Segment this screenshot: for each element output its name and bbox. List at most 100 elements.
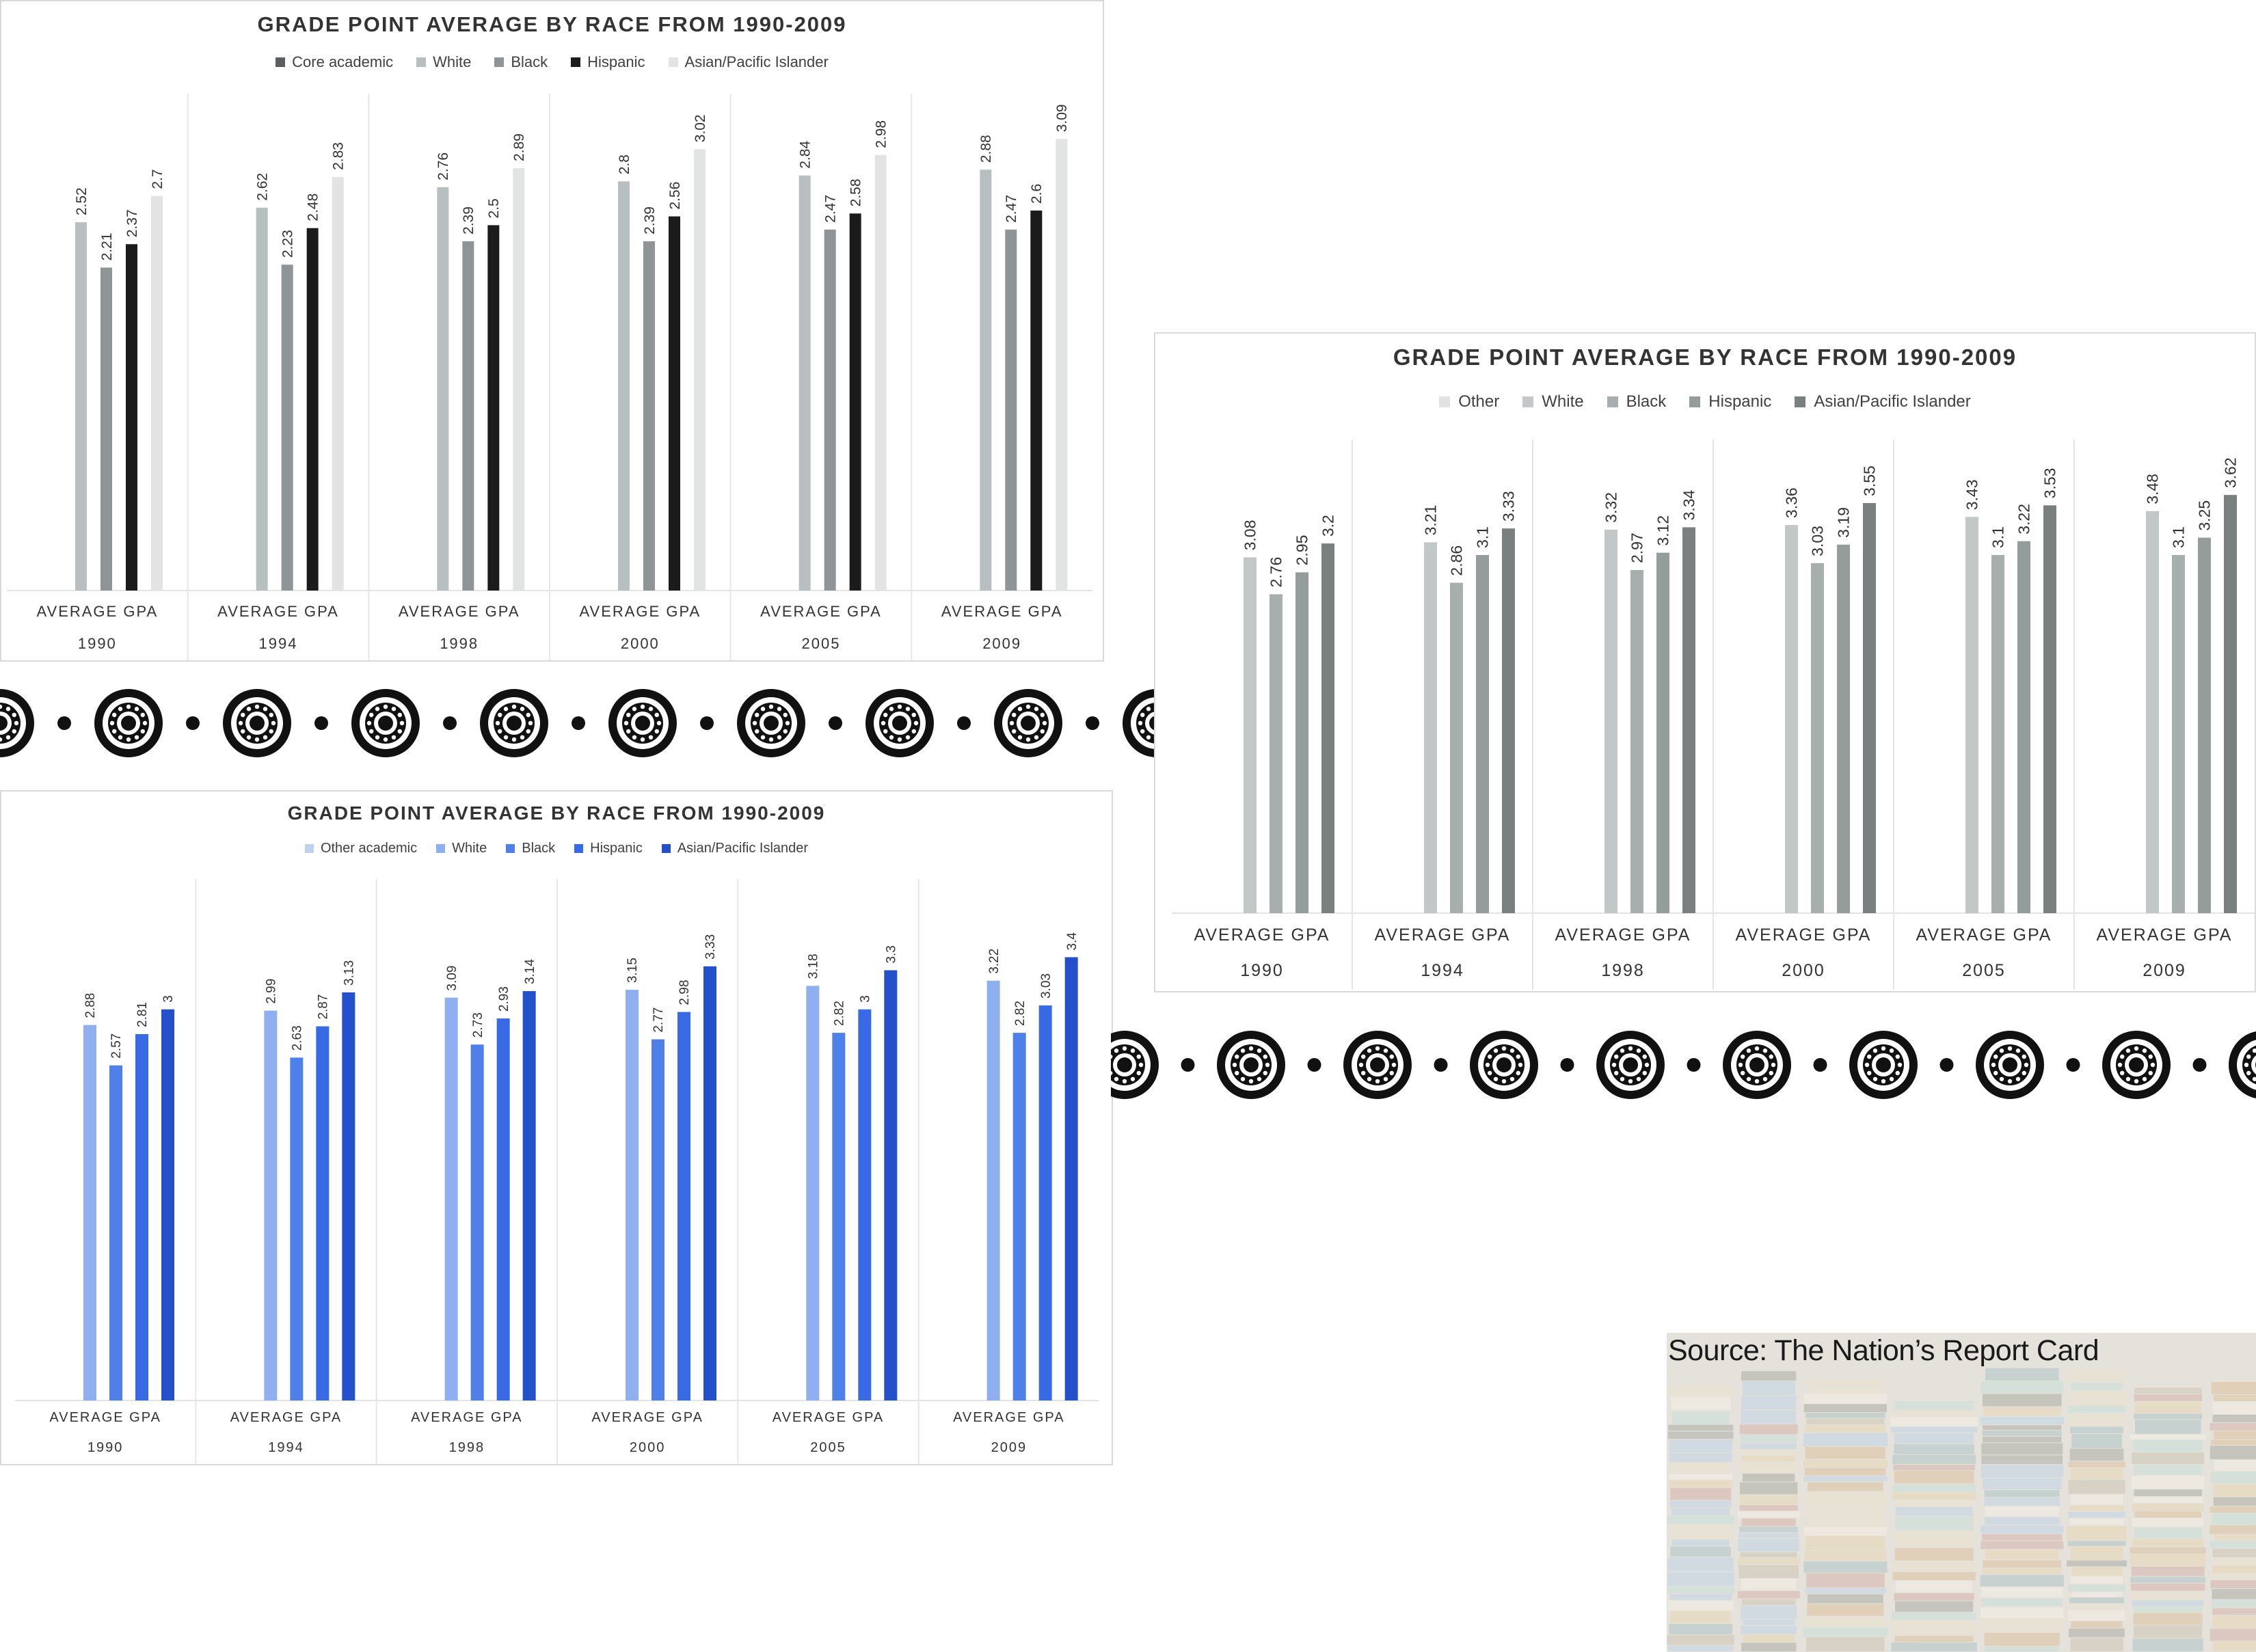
book-spine — [2214, 1431, 2256, 1439]
book-spine — [1896, 1580, 1972, 1593]
book-spine — [1670, 1397, 1731, 1411]
bar — [462, 241, 474, 591]
bar — [522, 991, 536, 1400]
book-spine — [1803, 1394, 1887, 1404]
book-spine — [2067, 1370, 2126, 1383]
data-label: 2.62 — [255, 173, 271, 201]
category-label: 1990 — [1240, 961, 1284, 980]
book-spine — [1667, 1516, 1734, 1524]
category-label: 2009 — [991, 1440, 1028, 1455]
book-spine — [1804, 1588, 1886, 1594]
book-spine — [1738, 1539, 1799, 1552]
book-spine — [2210, 1629, 2256, 1641]
data-label: 2.77 — [652, 1007, 666, 1033]
book-spine — [1982, 1534, 2063, 1541]
legend-label: Hispanic — [1708, 392, 1772, 411]
book-spine — [1894, 1593, 1974, 1601]
book-spine — [1805, 1468, 1886, 1476]
book-spine — [1669, 1532, 1732, 1539]
book-spine — [1807, 1603, 1884, 1616]
data-label: 2.5 — [486, 198, 502, 218]
bar — [264, 1010, 278, 1400]
category-sublabel: AVERAGE GPA — [217, 603, 339, 620]
data-label: 2.37 — [124, 209, 140, 237]
bar — [316, 1026, 330, 1400]
book-spine — [1808, 1482, 1883, 1491]
chart-plot: 3.08 2.76 2.95 3.2 AVERAGE GPA 1990 3.21 2.86 3.… — [1172, 439, 2255, 990]
data-label: 3.03 — [1809, 526, 1827, 556]
data-label: 3.2 — [1319, 515, 1337, 537]
book-spine — [2213, 1497, 2256, 1506]
book-spine — [1891, 1531, 1977, 1537]
category-sublabel: AVERAGE GPA — [1194, 925, 1330, 945]
book-spine — [1980, 1619, 2064, 1633]
gear-icon — [1470, 1031, 1538, 1099]
dot-icon — [1307, 1058, 1321, 1072]
data-label: 2.39 — [461, 206, 476, 234]
bar — [677, 1012, 690, 1400]
book-spine — [2134, 1394, 2202, 1401]
category-label: 1998 — [440, 635, 479, 652]
data-label: 3.33 — [1500, 491, 1518, 522]
data-label: 3 — [161, 995, 176, 1003]
legend-label: Hispanic — [590, 841, 643, 856]
legend-label: Asian/Pacific Islander — [684, 53, 829, 70]
data-label: 2.95 — [1293, 535, 1311, 566]
book-spine — [2071, 1592, 2122, 1597]
gear-icon — [1111, 1031, 1159, 1099]
source-panel: Source: The Nation’s Report Card — [1667, 1333, 2256, 1652]
book-spine — [1983, 1425, 2062, 1431]
chart-panel-other: GRADE POINT AVERAGE BY RACE FROM 1990-20… — [1154, 332, 2256, 992]
bar — [1295, 572, 1308, 913]
legend-swatch — [661, 844, 671, 853]
book-spine — [1741, 1444, 1797, 1449]
book-spine — [1807, 1594, 1883, 1603]
bar — [290, 1057, 304, 1400]
legend-swatch — [494, 57, 505, 67]
bar — [618, 181, 630, 591]
legend-label: White — [433, 53, 472, 70]
book-spine — [1743, 1619, 1795, 1625]
book-spine — [1892, 1484, 1976, 1493]
book-spine — [1805, 1637, 1885, 1651]
book-spine — [1892, 1493, 1976, 1500]
bar — [161, 1009, 174, 1400]
legend-label: Core academic — [292, 53, 394, 70]
book-spine — [1894, 1636, 1974, 1642]
book-spine — [1741, 1625, 1797, 1634]
book-spine — [1671, 1462, 1730, 1474]
book-spine — [2210, 1446, 2256, 1460]
book-spine — [1895, 1601, 1974, 1612]
bar — [1837, 544, 1850, 913]
legend-swatch — [1439, 396, 1451, 407]
gear-icon — [94, 689, 163, 757]
chart-panel-other-academic: GRADE POINT AVERAGE BY RACE FROM 1990-20… — [0, 790, 1113, 1465]
book-spine — [1669, 1500, 1732, 1508]
image-overlay — [1667, 1333, 2256, 1652]
book-spine — [2132, 1518, 2204, 1527]
category-label: 1998 — [1601, 961, 1645, 980]
gear-icon — [2229, 1031, 2256, 1098]
bar — [1785, 525, 1798, 913]
bar — [1321, 543, 1334, 913]
book-spine — [1667, 1557, 1734, 1571]
data-label: 2.76 — [1267, 557, 1285, 588]
dot-icon — [957, 716, 971, 730]
book-spine — [2070, 1494, 2123, 1505]
book-spine — [2214, 1460, 2256, 1472]
book-spine — [2134, 1527, 2202, 1539]
data-label: 2.82 — [1013, 1001, 1028, 1026]
bar — [824, 229, 836, 591]
dot-icon — [2066, 1058, 2080, 1072]
bar — [2172, 555, 2185, 913]
legend-swatch — [416, 57, 427, 67]
book-spine — [1669, 1593, 1732, 1601]
book-spine — [1895, 1500, 1973, 1506]
book-spine — [1671, 1524, 1731, 1532]
legend-swatch — [574, 844, 584, 853]
gear-icon — [223, 689, 291, 757]
data-label: 3.09 — [1054, 104, 1070, 132]
book-spine — [1985, 1506, 2059, 1517]
legend-item: White — [436, 841, 487, 856]
book-spine — [2212, 1548, 2256, 1558]
